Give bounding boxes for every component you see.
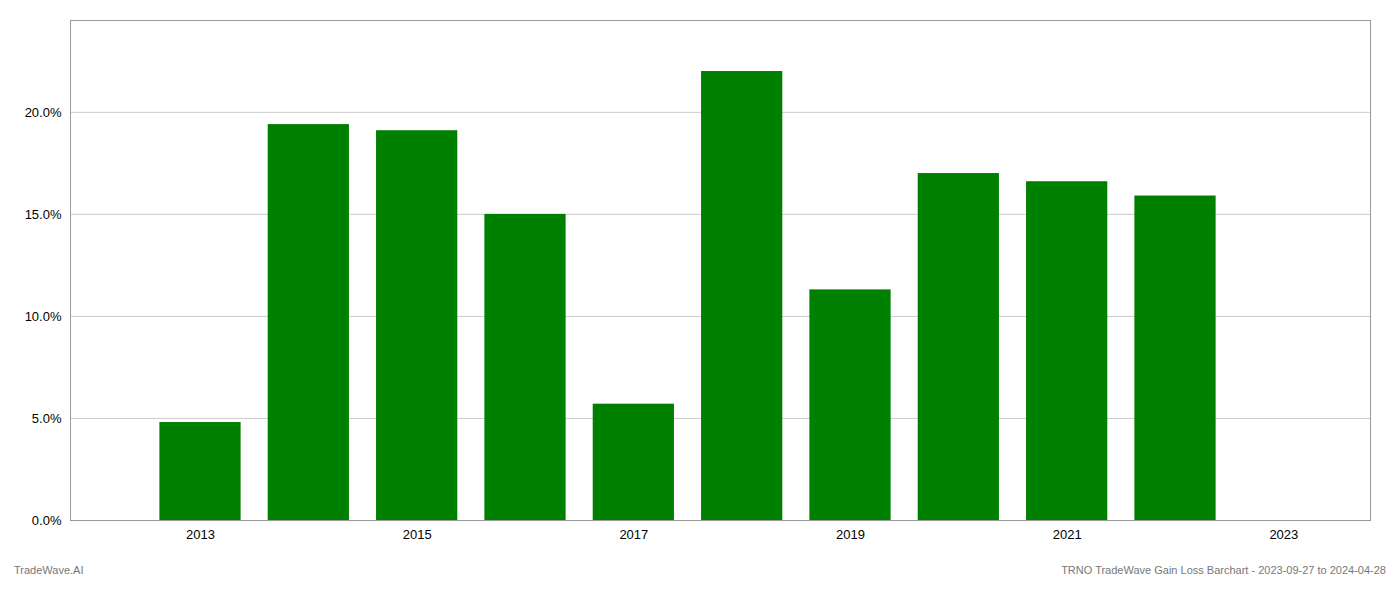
svg-text:2019: 2019 (836, 527, 865, 542)
svg-text:2023: 2023 (1269, 527, 1298, 542)
svg-text:2015: 2015 (403, 527, 432, 542)
svg-text:15.0%: 15.0% (25, 207, 62, 222)
html-text:TRNO TradeWave Gain Loss Barch: TRNO TradeWave Gain Loss Barchart - 2023… (1061, 564, 1386, 576)
svg-text:10.0%: 10.0% (25, 309, 62, 324)
svg-text:2013: 2013 (186, 527, 215, 542)
html-text:TradeWave.AI: TradeWave.AI (14, 564, 84, 576)
svg-text:5.0%: 5.0% (32, 411, 62, 426)
svg-text:0.0%: 0.0% (32, 513, 62, 528)
svg-text:2021: 2021 (1053, 527, 1082, 542)
svg-text:20.0%: 20.0% (25, 104, 62, 119)
svg-text:2017: 2017 (619, 527, 648, 542)
